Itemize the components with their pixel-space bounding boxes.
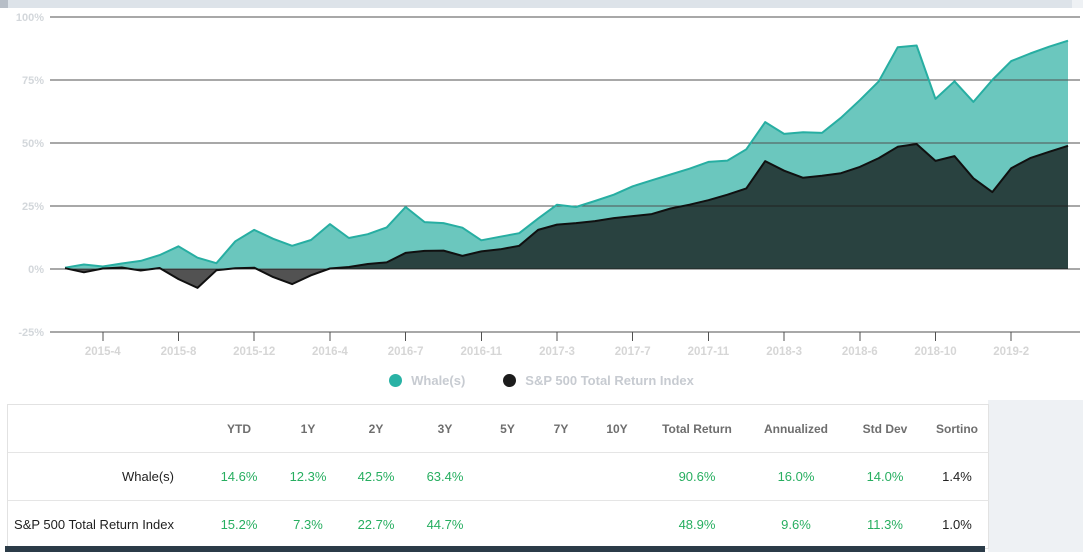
- x-axis-label: 2017-3: [539, 346, 575, 358]
- row-label: S&P 500 Total Return Index: [14, 517, 174, 532]
- legend-label-whales: Whale(s): [411, 372, 466, 388]
- cell-3y: 44.7%: [426, 517, 464, 532]
- column-header-3y: 3Y: [410, 405, 480, 453]
- cell-2y: 42.5%: [357, 469, 395, 484]
- cell-annualized: 9.6%: [781, 517, 811, 532]
- column-header-annualized: Annualized: [747, 405, 845, 453]
- cell-1y: 7.3%: [293, 517, 323, 532]
- column-header-10y: 10Y: [587, 405, 647, 453]
- cell-2y: 22.7%: [357, 517, 395, 532]
- cell-ytd: 15.2%: [220, 517, 258, 532]
- legend-label-sp500: S&P 500 Total Return Index: [525, 372, 694, 388]
- x-axis-label: 2019-2: [993, 346, 1029, 358]
- column-header-5y: 5Y: [480, 405, 535, 453]
- cell-1y: 12.3%: [289, 469, 327, 484]
- y-axis-label: 25%: [22, 201, 44, 213]
- x-axis-label: 2016-4: [312, 346, 348, 358]
- row-label: Whale(s): [121, 469, 174, 484]
- column-header-7y: 7Y: [535, 405, 587, 453]
- x-axis-label: 2018-10: [914, 346, 956, 358]
- cell-7y: [535, 453, 587, 501]
- x-axis-label: 2016-7: [388, 346, 424, 358]
- y-axis-label: 75%: [22, 75, 44, 87]
- top-divider-bar: [0, 0, 1072, 8]
- chart-legend: Whale(s) S&P 500 Total Return Index: [0, 366, 1083, 394]
- y-axis-label: -25%: [18, 327, 44, 339]
- table-row: S&P 500 Total Return Index 15.2% 7.3% 22.7%…: [8, 501, 989, 549]
- performance-area-chart: 100% 75% 50% 25% 0% -25% 2015-4 2015-8 2015-12 20…: [16, 12, 1080, 358]
- top-left-corner-block: [0, 0, 8, 8]
- column-header-ytd: YTD: [204, 405, 274, 453]
- bottom-panel-edge: [5, 546, 985, 552]
- whales-series-dot-icon: [389, 373, 403, 387]
- x-axis-label: 2015-4: [85, 346, 121, 358]
- column-header-2y: 2Y: [342, 405, 410, 453]
- y-axis-label: 100%: [16, 12, 44, 24]
- x-axis-label: 2016-11: [461, 346, 503, 358]
- returns-table-panel: YTD 1Y 2Y 3Y 5Y 7Y 10Y Total Return Annualized St…: [7, 404, 989, 549]
- cell-annualized: 16.0%: [777, 469, 815, 484]
- right-background-filler: [988, 400, 1083, 552]
- cell-total-return: 48.9%: [678, 517, 716, 532]
- top-right-filler: [1072, 0, 1083, 8]
- cell-10y: [587, 453, 647, 501]
- cell-total-return: 90.6%: [678, 469, 716, 484]
- cell-std-dev: 14.0%: [866, 469, 904, 484]
- cell-sortino: 1.0%: [942, 517, 972, 532]
- column-header-empty: [8, 405, 204, 453]
- table-row: Whale(s) 14.6% 12.3% 42.5% 63.4% 90.6% 16.0% 14…: [8, 453, 989, 501]
- x-axis-label: 2015-12: [233, 346, 275, 358]
- cell-3y: 63.4%: [426, 469, 464, 484]
- x-axis-label: 2017-7: [615, 346, 651, 358]
- y-axis-label: 50%: [22, 138, 44, 150]
- returns-table: YTD 1Y 2Y 3Y 5Y 7Y 10Y Total Return Annualized St…: [8, 405, 989, 548]
- y-axis-label: 0%: [28, 264, 44, 276]
- sp500-area: [65, 144, 1068, 288]
- x-axis-label: 2018-6: [842, 346, 878, 358]
- column-header-total-return: Total Return: [647, 405, 747, 453]
- cell-5y: [480, 453, 535, 501]
- cell-ytd: 14.6%: [220, 469, 258, 484]
- whales-line: [64, 39, 1069, 269]
- column-header-std-dev: Std Dev: [845, 405, 925, 453]
- x-axis-label: 2015-8: [161, 346, 197, 358]
- cell-5y: [480, 501, 535, 549]
- column-header-sortino: Sortino: [925, 405, 989, 453]
- cell-10y: [587, 501, 647, 549]
- cell-sortino: 1.4%: [942, 469, 972, 484]
- sp500-series-dot-icon: [503, 373, 517, 387]
- column-header-1y: 1Y: [274, 405, 342, 453]
- legend-item-sp500[interactable]: S&P 500 Total Return Index: [503, 373, 694, 388]
- sp500-line: [64, 143, 1069, 289]
- cell-7y: [535, 501, 587, 549]
- x-axis-label: 2017-11: [688, 346, 730, 358]
- cell-std-dev: 11.3%: [867, 517, 903, 532]
- x-axis-label: 2018-3: [766, 346, 802, 358]
- legend-item-whales[interactable]: Whale(s): [389, 373, 465, 388]
